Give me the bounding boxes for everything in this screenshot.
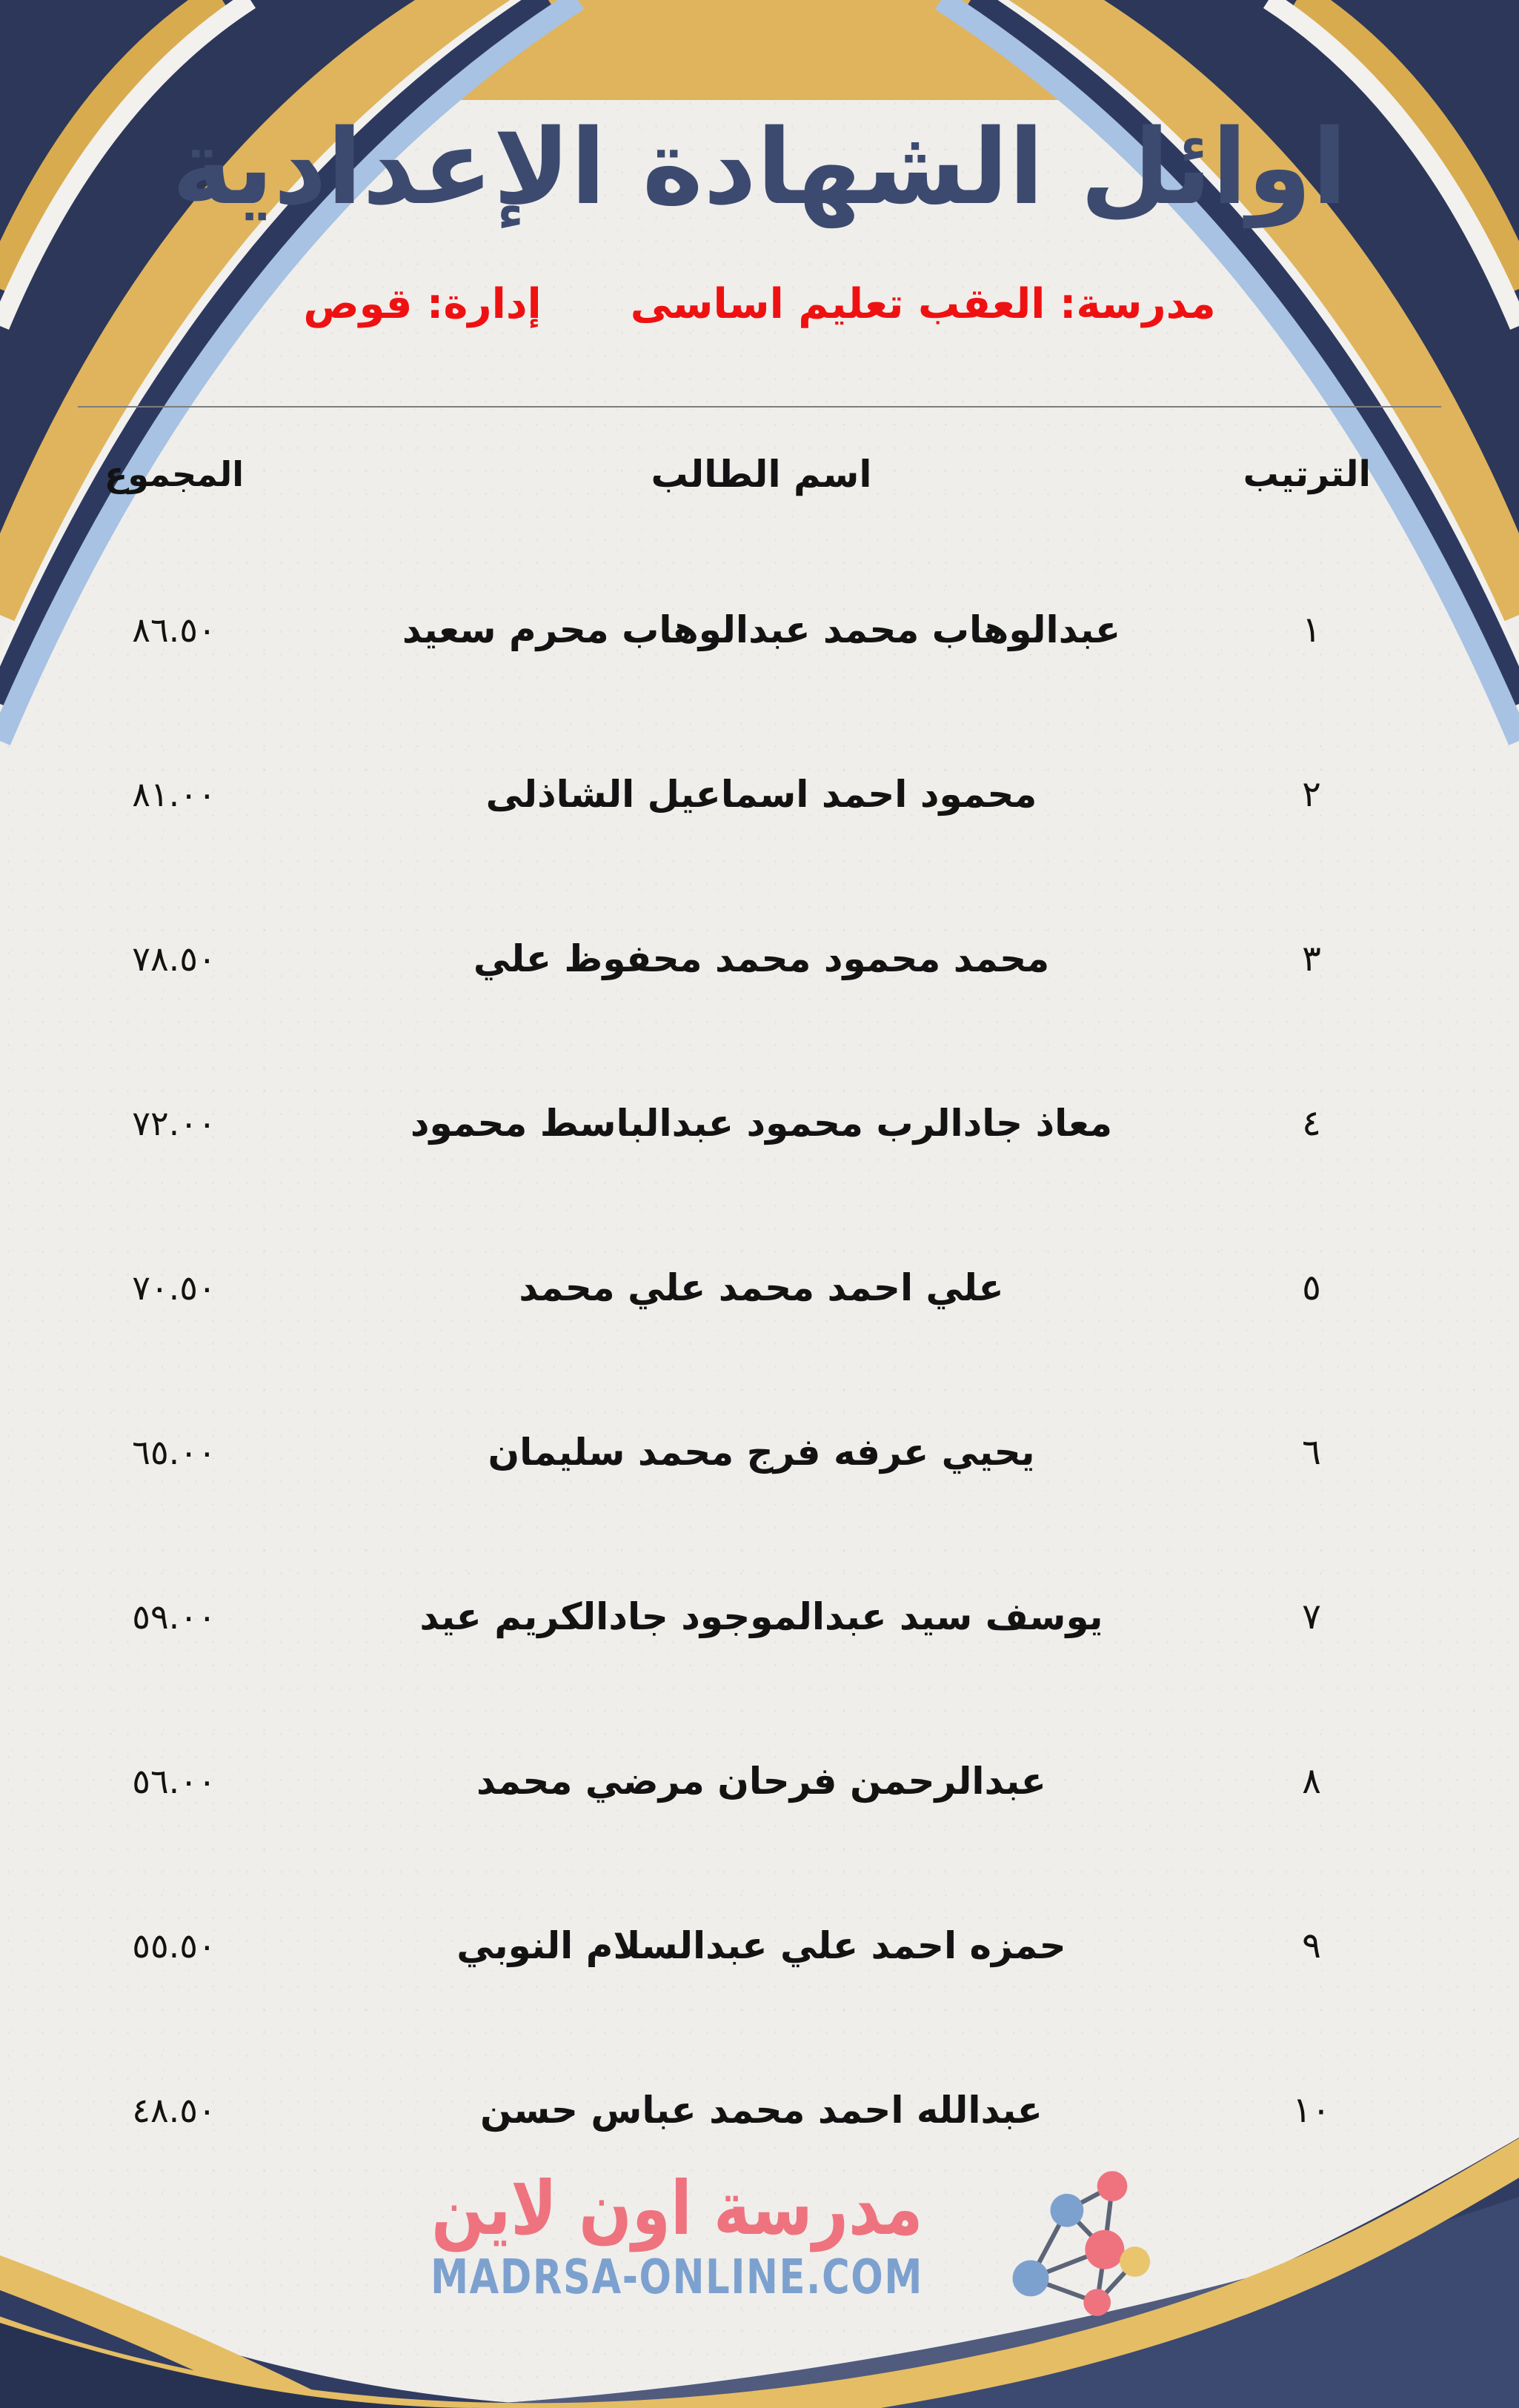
total-cell: ٥٩.٠٠ [132,1597,216,1637]
name-cell: محمود احمد اسماعيل الشاذلى [485,773,1037,816]
page-title: اوائل الشهادة الإعدادية [171,107,1348,228]
total-cell: ٨٦.٥٠ [132,610,216,650]
school-label: مدرسة: العقب تعليم اساسى [630,280,1216,328]
rank-cell: ٧ [1302,1596,1321,1637]
name-cell: يوسف سيد عبدالموجود جادالكريم عيد [419,1595,1103,1638]
table-row: ٦ يحيي عرفه فرج محمد سليمان ٦٥.٠٠ [0,1370,1519,1534]
rank-cell: ٢ [1302,774,1321,815]
logo-text-block: مدرسة اون لاين MADRSA-ONLINE.COM [369,2166,985,2306]
rank-cell: ٤ [1302,1102,1321,1144]
name-cell: محمد محمود محمد محفوظ علي [473,937,1050,980]
table-row: ٨ عبدالرحمن فرحان مرضي محمد ٥٦.٠٠ [0,1699,1519,1863]
divider [78,406,1441,408]
table-row: ٢ محمود احمد اسماعيل الشاذلى ٨١.٠٠ [0,712,1519,877]
total-cell: ٧٨.٥٠ [132,939,216,979]
network-logo-icon [1012,2171,1150,2316]
table-header-row: الترتيب اسم الطالب المجموع [0,437,1519,511]
name-cell: معاذ جادالرب محمود عبدالباسط محمود [410,1102,1113,1145]
name-cell: عبدالله احمد محمد عباس حسن [480,2089,1043,2132]
total-cell: ٧٢.٠٠ [132,1103,216,1143]
results-table: الترتيب اسم الطالب المجموع ١ عبدالوهاب م… [0,437,1519,2192]
name-cell: حمزه احمد علي عبدالسلام النوبي [456,1924,1066,1967]
rank-header: الترتيب [1243,453,1371,495]
rank-cell: ٥ [1302,1267,1321,1308]
table-row: ١٠ عبدالله احمد محمد عباس حسن ٤٨.٥٠ [0,2028,1519,2192]
table-row: ٩ حمزه احمد علي عبدالسلام النوبي ٥٥.٥٠ [0,1863,1519,2028]
rank-cell: ٦ [1302,1431,1321,1473]
total-cell: ٤٨.٥٠ [132,2090,216,2130]
total-cell: ٧٠.٥٠ [132,1268,216,1308]
rank-cell: ٨ [1302,1760,1321,1802]
admin-label: إدارة: قوص [303,280,542,328]
table-row: ٣ محمد محمود محمد محفوظ علي ٧٨.٥٠ [0,877,1519,1041]
school-admin-line: مدرسة: العقب تعليم اساسى إدارة: قوص [0,280,1519,328]
total-cell: ٥٥.٥٠ [132,1926,216,1966]
table-body: ١ عبدالوهاب محمد عبدالوهاب محرم سعيد ٨٦.… [0,548,1519,2192]
top-gold-band [0,0,1519,100]
total-cell: ٥٦.٠٠ [132,1761,216,1801]
table-row: ١ عبدالوهاب محمد عبدالوهاب محرم سعيد ٨٦.… [0,548,1519,712]
logo-domain-text: MADRSA-ONLINE.COM [431,2249,924,2305]
rank-cell: ٩ [1302,1925,1321,1966]
total-cell: ٦٥.٠٠ [132,1432,216,1472]
total-header: المجموع [104,454,245,494]
table-row: ٥ علي احمد محمد علي محمد ٧٠.٥٠ [0,1205,1519,1370]
footer-logo: مدرسة اون لاين MADRSA-ONLINE.COM [0,2155,1519,2316]
name-cell: يحيي عرفه فرج محمد سليمان [488,1431,1035,1474]
table-row: ٤ معاذ جادالرب محمود عبدالباسط محمود ٧٢.… [0,1041,1519,1205]
logo-arabic-text: مدرسة اون لاين [431,2164,923,2252]
name-cell: عبدالوهاب محمد عبدالوهاب محرم سعيد [402,608,1121,651]
total-cell: ٨١.٠٠ [132,774,216,814]
name-cell: علي احمد محمد علي محمد [519,1266,1004,1309]
rank-cell: ٣ [1302,938,1321,980]
name-cell: عبدالرحمن فرحان مرضي محمد [476,1760,1046,1803]
table-row: ٧ يوسف سيد عبدالموجود جادالكريم عيد ٥٩.٠… [0,1534,1519,1699]
rank-cell: ١٠ [1292,2089,1331,2131]
rank-cell: ١ [1302,609,1321,651]
name-header: اسم الطالب [651,453,872,496]
